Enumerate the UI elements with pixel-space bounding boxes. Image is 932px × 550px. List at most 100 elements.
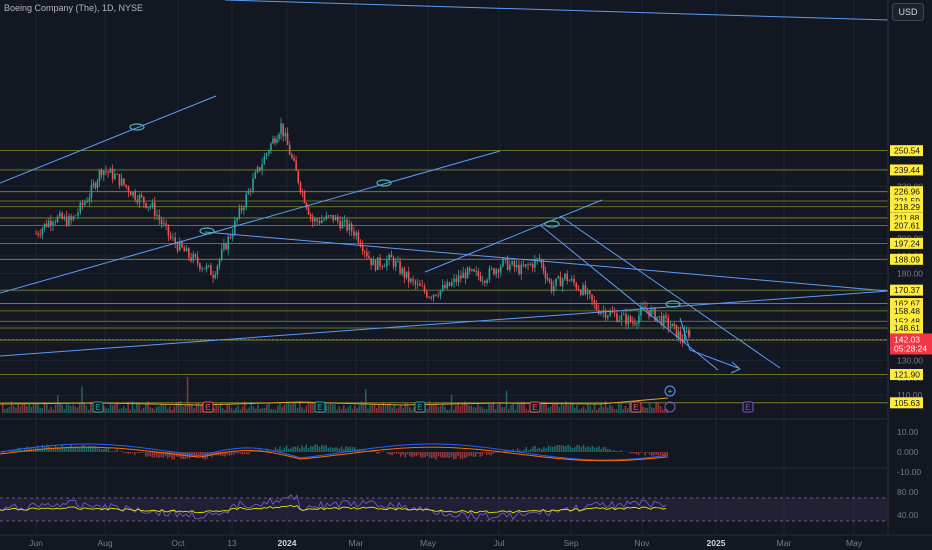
- candle-body: [642, 306, 644, 308]
- volume-bar: [70, 405, 72, 413]
- macd-histogram-bar: [536, 448, 539, 452]
- trendlines[interactable]: [0, 0, 889, 374]
- volume-bar: [457, 402, 459, 413]
- volume-bar: [398, 407, 400, 413]
- volume-bar: [145, 403, 147, 413]
- volume-bar: [554, 403, 556, 413]
- macd-histogram-bar: [611, 450, 613, 452]
- macd-histogram-bar: [618, 451, 620, 452]
- macd-histogram-bar: [585, 447, 587, 452]
- candle-body: [132, 191, 134, 196]
- earnings-marker: [92, 401, 104, 413]
- macd-histogram-bar: [147, 452, 149, 457]
- volume-bar: [556, 402, 558, 413]
- volume-bar: [169, 406, 171, 413]
- highlight-ellipse: [544, 220, 560, 228]
- volume-bar: [175, 401, 178, 413]
- candle-body: [568, 280, 571, 282]
- time-tick-label: Mar: [349, 538, 364, 548]
- level-price-label: 250.54: [894, 146, 920, 156]
- macd-histogram-bar: [543, 446, 545, 452]
- volume-bar: [32, 404, 35, 413]
- volume-bar: [72, 404, 74, 413]
- candle-body: [622, 314, 625, 315]
- volume-bar: [591, 409, 594, 413]
- candle-body: [544, 271, 547, 279]
- level-price-tag: [890, 145, 923, 157]
- volume-bar: [433, 403, 435, 413]
- candle-body: [70, 216, 72, 220]
- macd-histogram-bar: [534, 445, 536, 452]
- candle-body: [685, 330, 688, 332]
- macd-histogram-bar: [651, 452, 653, 457]
- time-axis[interactable]: Jun Aug Oct 13 2024 Mar May Jul Sep Nov 2025 Mar May: [0, 534, 932, 548]
- volume-bar: [74, 406, 77, 413]
- macd-histogram-bar: [527, 449, 530, 452]
- volume-bar: [481, 407, 484, 413]
- volume-bar: [622, 409, 624, 413]
- volume-bar: [492, 401, 495, 413]
- macd-histogram-bar: [442, 452, 444, 458]
- time-tick-label: Aug: [97, 538, 112, 548]
- candle-body: [332, 214, 335, 221]
- candle-body: [37, 233, 39, 235]
- volume-bar: [510, 404, 512, 413]
- candle-body: [216, 265, 219, 275]
- candle-body: [240, 207, 243, 211]
- macd-histogram-bar: [114, 450, 116, 452]
- candle-body: [337, 216, 339, 221]
- candle-body: [316, 218, 318, 221]
- candle-body: [564, 273, 566, 279]
- volume-bar: [351, 409, 354, 413]
- earnings-marker-label: E: [532, 402, 538, 412]
- volume-bar: [345, 408, 347, 413]
- macd-histogram-bar: [156, 452, 158, 458]
- candle-body: [634, 323, 636, 325]
- candle-body: [343, 219, 346, 222]
- macd-histogram-bar: [633, 452, 635, 454]
- candle-body: [638, 315, 640, 324]
- candle-body: [386, 260, 388, 267]
- volume-bar: [292, 402, 294, 413]
- volume-bar: [200, 404, 202, 413]
- candle-body: [163, 223, 165, 225]
- price-axis[interactable]: 240.00230.00220.00210.00200.00190.00180.…: [887, 0, 932, 550]
- candle-body: [636, 323, 638, 325]
- volume-bar: [68, 404, 70, 413]
- candle-body: [111, 168, 114, 180]
- candle-body: [203, 268, 206, 270]
- macd-histogram-bar: [63, 447, 66, 452]
- macd-histogram-bar: [545, 448, 547, 452]
- candle-body: [143, 196, 145, 203]
- macd-histogram-bar: [640, 452, 642, 453]
- candle-body: [245, 194, 247, 208]
- macd-histogram-bar: [200, 452, 202, 456]
- volume-bar: [552, 403, 554, 413]
- currency-button[interactable]: USD: [892, 3, 924, 21]
- candle-body: [419, 283, 421, 286]
- earnings-marker: [630, 401, 642, 413]
- level-price-tag: [890, 298, 923, 310]
- volume-bar: [664, 409, 666, 413]
- volume-bar: [325, 404, 327, 413]
- macd-histogram-bar: [459, 452, 462, 459]
- volume-bar: [186, 377, 189, 413]
- candle-body: [153, 202, 156, 216]
- volume-bar: [244, 401, 246, 413]
- macd-histogram-bar: [340, 446, 343, 452]
- earnings-markers[interactable]: E E E E E E E +: [92, 385, 754, 413]
- volume-bar: [642, 406, 644, 413]
- volume-bar: [576, 405, 578, 413]
- volume-bar: [147, 401, 149, 413]
- candle-body: [577, 288, 580, 291]
- volume-bar: [334, 404, 336, 413]
- candle-body: [172, 237, 174, 239]
- candle-body: [430, 297, 433, 299]
- macd-histogram-bar: [153, 452, 156, 458]
- macd-histogram-bar: [486, 452, 488, 455]
- candle-body: [502, 258, 504, 267]
- candle-body: [515, 264, 518, 268]
- macd-histogram-bar: [598, 446, 600, 452]
- candle-body: [123, 178, 125, 185]
